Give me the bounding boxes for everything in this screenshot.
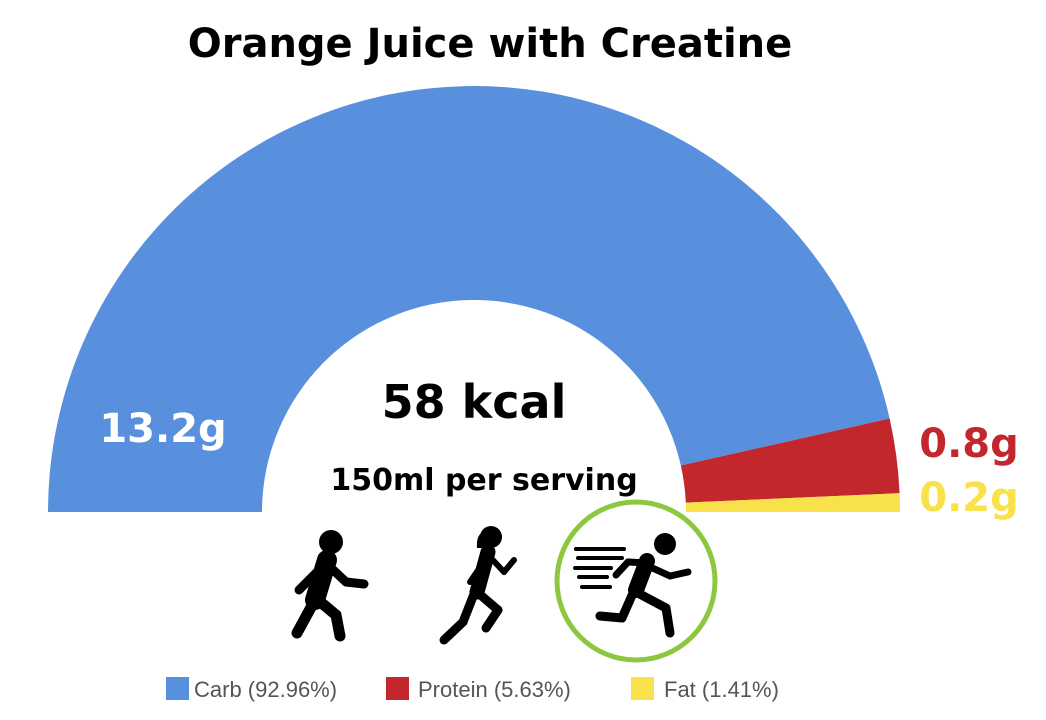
fat-value-label: 0.2g [919,475,1019,521]
jogging-icon [439,526,517,645]
legend-swatch-carb [166,677,189,700]
center-kcal-label: 58 kcal [382,375,567,429]
chart-title: Orange Juice with Creatine [188,21,793,67]
legend-label-carb: Carb (92.96%) [194,677,337,702]
legend-swatch-fat [631,677,654,700]
legend-item-protein: Protein (5.63%) [386,677,571,702]
center-serving-label: 150ml per serving [330,463,637,498]
slice-protein [680,418,900,503]
legend-item-carb: Carb (92.96%) [166,677,337,702]
slice-carb [48,86,890,512]
protein-value-label: 0.8g [919,421,1019,467]
legend: Carb (92.96%) Protein (5.63%) Fat (1.41%… [166,677,779,702]
walking-icon [291,530,369,642]
legend-swatch-protein [386,677,409,700]
sprinting-icon [554,499,718,663]
highlight-ring [554,499,718,663]
slice-fat [685,493,900,512]
carb-value-label: 13.2g [99,406,226,452]
legend-label-protein: Protein (5.63%) [418,677,571,702]
legend-label-fat: Fat (1.41%) [664,677,779,702]
legend-item-fat: Fat (1.41%) [631,677,779,702]
slices-group [48,86,900,512]
